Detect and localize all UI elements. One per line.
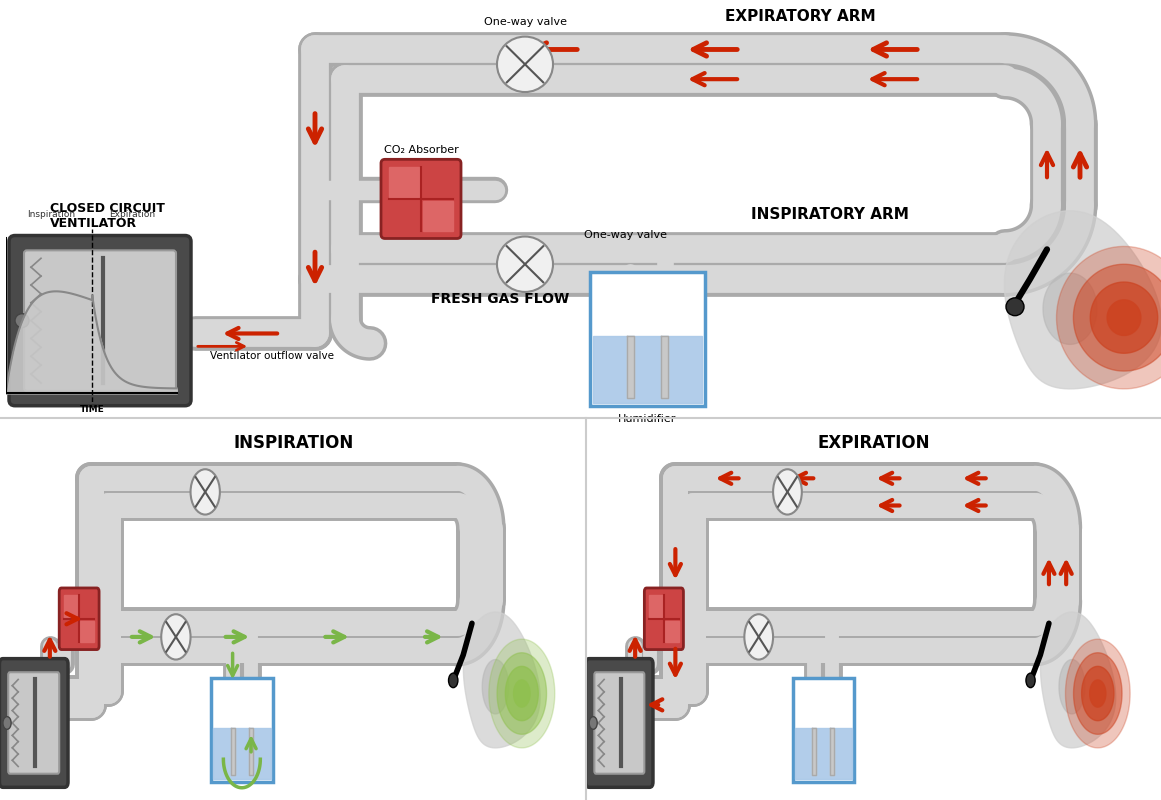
Circle shape <box>190 470 219 514</box>
Circle shape <box>773 470 802 514</box>
FancyBboxPatch shape <box>586 658 652 787</box>
Polygon shape <box>389 167 419 197</box>
Polygon shape <box>1074 264 1161 371</box>
Polygon shape <box>649 595 663 617</box>
FancyBboxPatch shape <box>590 272 705 406</box>
Polygon shape <box>489 639 555 748</box>
Circle shape <box>744 614 773 659</box>
Text: Expiration: Expiration <box>109 210 154 219</box>
Polygon shape <box>248 728 253 774</box>
Text: One-way valve: One-way valve <box>483 17 567 27</box>
Circle shape <box>497 237 553 292</box>
Polygon shape <box>1108 300 1141 335</box>
FancyBboxPatch shape <box>594 672 644 774</box>
Polygon shape <box>1043 273 1097 344</box>
Polygon shape <box>795 728 852 779</box>
Polygon shape <box>662 336 669 398</box>
Polygon shape <box>1057 246 1161 389</box>
Text: Humidifier: Humidifier <box>619 414 677 424</box>
Circle shape <box>1026 673 1036 688</box>
Circle shape <box>1005 298 1024 316</box>
Text: Inspiration: Inspiration <box>27 210 74 219</box>
Text: INSPIRATION: INSPIRATION <box>233 434 353 452</box>
Text: CLOSED CIRCUIT
VENTILATOR: CLOSED CIRCUIT VENTILATOR <box>50 202 165 230</box>
Polygon shape <box>1074 653 1122 734</box>
Polygon shape <box>1082 666 1113 721</box>
FancyBboxPatch shape <box>59 588 99 650</box>
FancyBboxPatch shape <box>8 672 59 774</box>
Polygon shape <box>463 612 540 748</box>
Polygon shape <box>1004 210 1161 389</box>
Polygon shape <box>423 201 453 230</box>
FancyBboxPatch shape <box>211 678 273 782</box>
Text: Ventilator outflow valve: Ventilator outflow valve <box>210 351 334 362</box>
Polygon shape <box>513 680 531 707</box>
Circle shape <box>161 614 190 659</box>
Polygon shape <box>212 728 271 779</box>
Polygon shape <box>1090 282 1158 354</box>
Circle shape <box>589 717 597 730</box>
FancyBboxPatch shape <box>9 235 192 406</box>
Text: TIME: TIME <box>80 406 104 414</box>
FancyBboxPatch shape <box>381 159 461 238</box>
Polygon shape <box>593 336 702 402</box>
Polygon shape <box>830 728 835 774</box>
Polygon shape <box>1066 639 1130 748</box>
Circle shape <box>448 673 457 688</box>
Text: EXPIRATION: EXPIRATION <box>817 434 930 452</box>
Polygon shape <box>505 666 539 721</box>
Polygon shape <box>80 621 94 642</box>
Circle shape <box>3 717 12 730</box>
Polygon shape <box>64 595 78 617</box>
Polygon shape <box>813 728 816 774</box>
Polygon shape <box>665 621 679 642</box>
FancyBboxPatch shape <box>24 250 176 391</box>
Text: INSPIRATORY ARM: INSPIRATORY ARM <box>751 207 909 222</box>
Polygon shape <box>231 728 235 774</box>
Polygon shape <box>1059 659 1084 714</box>
Text: FRESH GAS FLOW: FRESH GAS FLOW <box>431 292 569 306</box>
Text: CO₂ Absorber: CO₂ Absorber <box>383 146 459 155</box>
FancyBboxPatch shape <box>644 588 684 650</box>
FancyBboxPatch shape <box>0 658 68 787</box>
Text: EXPIRATORY ARM: EXPIRATORY ARM <box>724 10 875 24</box>
Polygon shape <box>627 336 634 398</box>
Text: One-way valve: One-way valve <box>584 230 666 239</box>
Polygon shape <box>482 659 509 714</box>
FancyBboxPatch shape <box>793 678 853 782</box>
Circle shape <box>497 37 553 92</box>
Polygon shape <box>1040 612 1116 748</box>
Circle shape <box>15 314 29 327</box>
Polygon shape <box>1090 680 1106 707</box>
Polygon shape <box>497 653 547 734</box>
